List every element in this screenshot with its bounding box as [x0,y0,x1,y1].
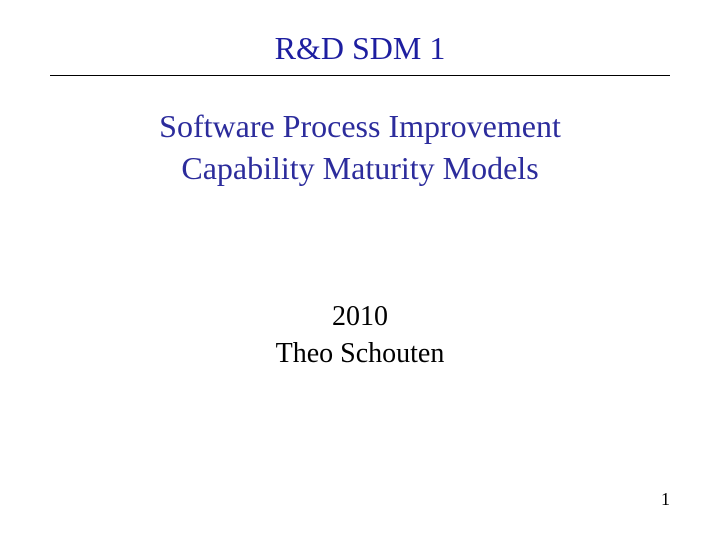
course-header: R&D SDM 1 [0,30,720,67]
slide-title: Software Process Improvement Capability … [0,106,720,189]
slide-container: R&D SDM 1 Software Process Improvement C… [0,0,720,540]
author-block: 2010 Theo Schouten [0,299,720,372]
year-text: 2010 [0,299,720,335]
title-line-2: Capability Maturity Models [0,148,720,190]
horizontal-divider [50,75,670,76]
title-line-1: Software Process Improvement [0,106,720,148]
author-name: Theo Schouten [0,336,720,372]
page-number: 1 [661,489,670,510]
